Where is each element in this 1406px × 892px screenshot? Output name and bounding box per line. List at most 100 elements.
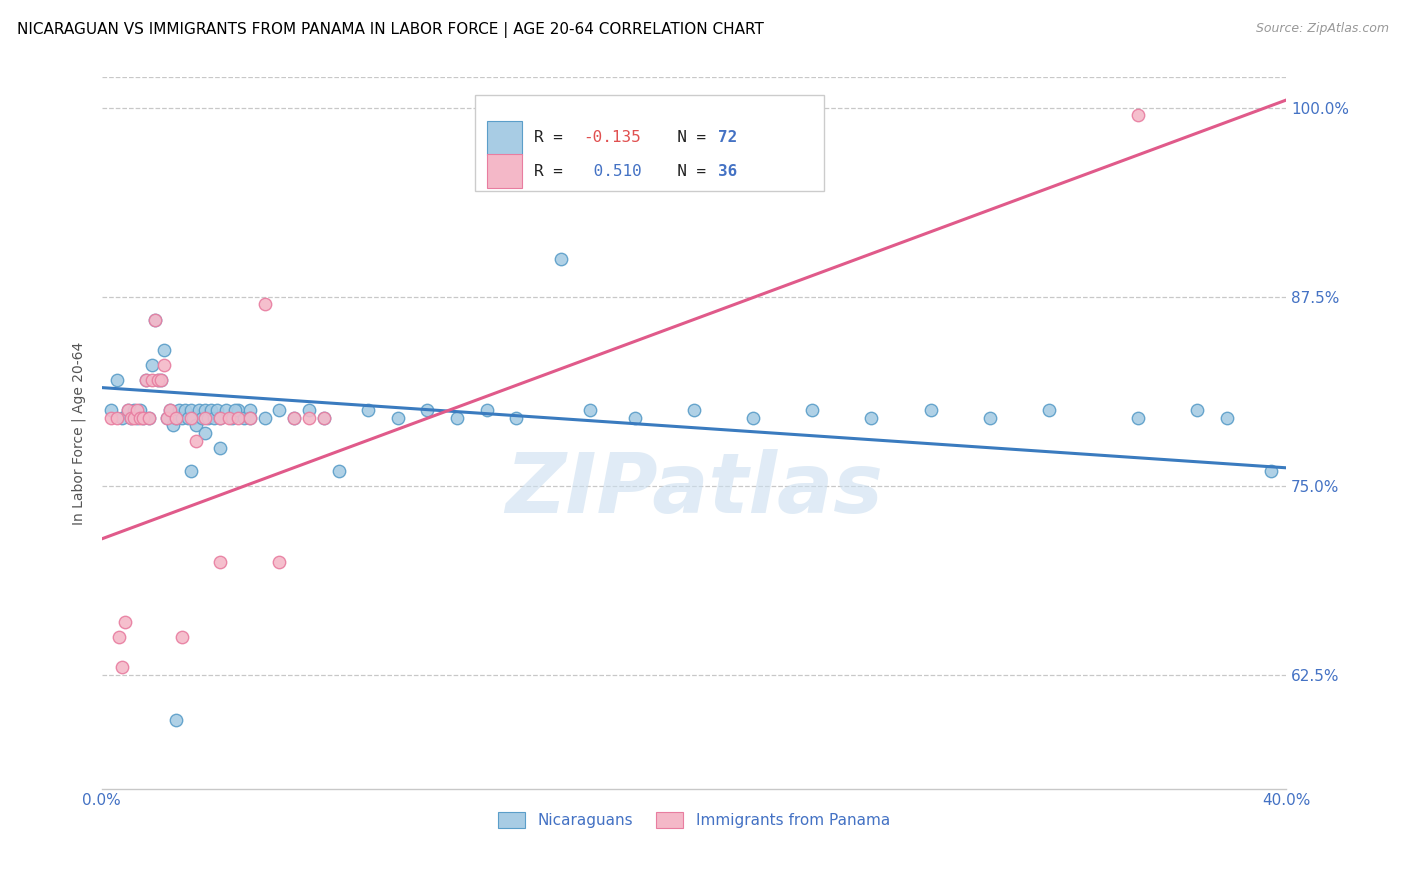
Point xyxy=(135,373,157,387)
Point xyxy=(165,714,187,728)
Text: N =: N = xyxy=(658,130,716,145)
Point xyxy=(146,373,169,387)
Point xyxy=(197,410,219,425)
Point xyxy=(191,410,214,425)
Point xyxy=(269,555,291,569)
Point xyxy=(298,403,321,417)
Point xyxy=(200,403,222,417)
Point xyxy=(194,410,217,425)
Point xyxy=(226,410,249,425)
Point xyxy=(194,403,217,417)
Point xyxy=(328,464,350,478)
Point xyxy=(153,358,176,372)
Point xyxy=(505,410,527,425)
Point xyxy=(159,403,181,417)
Point xyxy=(135,373,157,387)
Point xyxy=(283,410,305,425)
Text: N =: N = xyxy=(658,164,716,178)
Text: 36: 36 xyxy=(717,164,737,178)
Point xyxy=(860,410,883,425)
Point xyxy=(165,410,187,425)
Text: -0.135: -0.135 xyxy=(583,130,641,145)
Point xyxy=(224,403,246,417)
Point xyxy=(146,373,169,387)
Point xyxy=(742,410,765,425)
Point xyxy=(979,410,1001,425)
Point xyxy=(387,410,409,425)
Point xyxy=(127,410,149,425)
Point xyxy=(143,312,166,326)
Point xyxy=(209,410,232,425)
Point xyxy=(205,403,228,417)
Point xyxy=(283,410,305,425)
Point xyxy=(124,410,146,425)
Point xyxy=(100,410,122,425)
Point xyxy=(127,403,149,417)
Point xyxy=(920,403,942,417)
Text: 72: 72 xyxy=(717,130,737,145)
Point xyxy=(138,410,160,425)
Point xyxy=(132,410,155,425)
Point xyxy=(165,410,187,425)
Point xyxy=(550,252,572,266)
Point xyxy=(120,410,142,425)
Point xyxy=(312,410,335,425)
Point xyxy=(149,373,172,387)
Point xyxy=(111,660,134,674)
Point xyxy=(105,410,128,425)
Y-axis label: In Labor Force | Age 20-64: In Labor Force | Age 20-64 xyxy=(72,342,86,524)
Point xyxy=(579,403,602,417)
Point xyxy=(1126,108,1149,122)
Point xyxy=(1260,464,1282,478)
Point xyxy=(143,312,166,326)
Point xyxy=(221,410,243,425)
Point xyxy=(298,410,321,425)
Point xyxy=(269,403,291,417)
Point xyxy=(446,410,468,425)
Point xyxy=(173,403,195,417)
Point xyxy=(176,410,198,425)
Point xyxy=(209,410,232,425)
Point xyxy=(180,403,202,417)
Point xyxy=(162,418,184,433)
Point xyxy=(232,410,254,425)
Point xyxy=(253,297,276,311)
Point xyxy=(180,410,202,425)
Point xyxy=(124,403,146,417)
Point xyxy=(100,403,122,417)
Point xyxy=(194,425,217,440)
Point xyxy=(239,410,262,425)
Point xyxy=(117,403,139,417)
Point xyxy=(1038,403,1060,417)
Point xyxy=(156,410,179,425)
Text: Source: ZipAtlas.com: Source: ZipAtlas.com xyxy=(1256,22,1389,36)
Point xyxy=(159,403,181,417)
Point xyxy=(239,410,262,425)
Point xyxy=(141,373,163,387)
Point xyxy=(114,615,136,629)
Point xyxy=(202,410,225,425)
Point xyxy=(226,403,249,417)
Point xyxy=(149,373,172,387)
Bar xyxy=(486,120,522,155)
Point xyxy=(129,410,152,425)
Point xyxy=(129,403,152,417)
Point xyxy=(215,403,238,417)
Text: R =: R = xyxy=(534,130,572,145)
Point xyxy=(170,630,193,644)
Point xyxy=(1185,403,1208,417)
Point xyxy=(186,434,208,448)
Point xyxy=(111,410,134,425)
Text: R =: R = xyxy=(534,164,572,178)
Point xyxy=(186,418,208,433)
Point xyxy=(312,410,335,425)
Point xyxy=(138,410,160,425)
Point xyxy=(117,403,139,417)
Point xyxy=(1216,410,1239,425)
Point xyxy=(1126,410,1149,425)
Bar xyxy=(486,154,522,188)
Point xyxy=(141,358,163,372)
Text: 0.510: 0.510 xyxy=(583,164,641,178)
Point xyxy=(156,410,179,425)
Point xyxy=(170,410,193,425)
